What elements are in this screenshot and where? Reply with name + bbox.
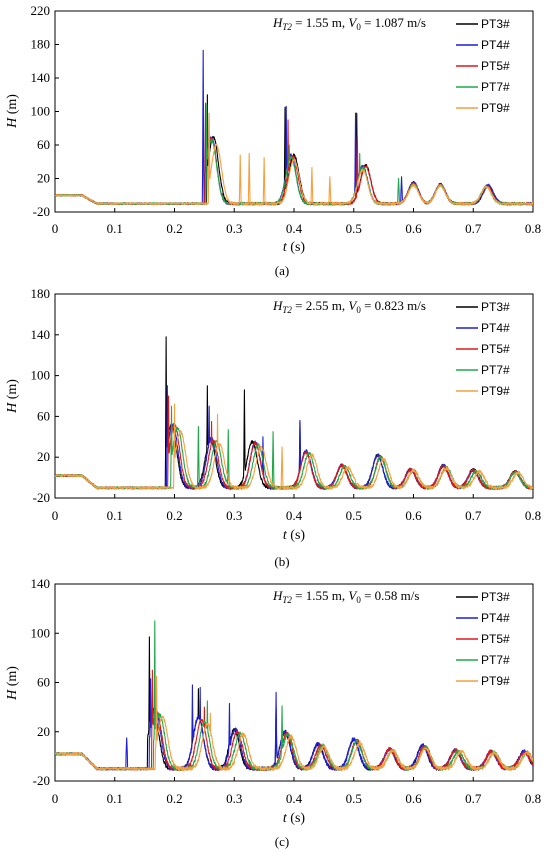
- series-line-PT3: [55, 336, 533, 490]
- x-tick-label: 0.1: [107, 791, 123, 806]
- y-tick-label: 20: [37, 171, 50, 186]
- legend-label: PT4#: [481, 38, 510, 52]
- series-line-PT3: [55, 94, 533, 206]
- y-axis-title: H (m): [5, 379, 20, 414]
- legend: PT3# PT4# PT5# PT7# PT9#: [456, 590, 510, 688]
- y-tick-label: -20: [33, 490, 50, 505]
- x-tick-label: 0.5: [346, 791, 362, 806]
- x-axis-title: t (s): [283, 240, 306, 255]
- x-tick-label: 0: [52, 508, 59, 523]
- x-tick-label: 0.5: [346, 508, 362, 523]
- x-tick-label: 0.1: [107, 508, 123, 523]
- y-tick-label: 100: [31, 368, 51, 383]
- x-tick-label: 0.2: [166, 791, 182, 806]
- series-line-PT7: [55, 405, 533, 490]
- x-axis-title: t (s): [283, 528, 306, 543]
- y-tick-label: 60: [37, 675, 50, 690]
- x-tick-label: 0.6: [405, 791, 422, 806]
- y-tick-label: 100: [31, 104, 51, 119]
- legend-label: PT5#: [481, 632, 510, 646]
- chart-panel-1: -20 20 60 100 140 180 220 0 0.1 0.2 0.3 0.4 0.5 0.6 0.…: [5, 3, 541, 278]
- legend: PT3# PT4# PT5# PT7# PT9#: [456, 17, 510, 115]
- legend-label: PT4#: [481, 321, 510, 335]
- y-tick-label: 140: [31, 70, 51, 85]
- x-axis-title: t (s): [283, 811, 306, 826]
- y-tick-label: 220: [31, 3, 51, 18]
- x-tick-label: 0.3: [226, 508, 242, 523]
- legend-label: PT5#: [481, 342, 510, 356]
- series-line-PT5: [55, 395, 533, 490]
- condition-annotation: HT2 = 1.55 m, V0 = 0.58 m/s: [272, 588, 419, 605]
- legend-label: PT7#: [481, 363, 510, 377]
- plot-frame: [54, 293, 534, 499]
- x-tick-label: 0.6: [405, 508, 422, 523]
- x-tick-label: 0.2: [166, 508, 182, 523]
- panel-caption: (a): [275, 263, 289, 278]
- y-tick-label: 20: [37, 449, 50, 464]
- series-line-PT9: [55, 675, 533, 772]
- y-tick-label: 60: [37, 137, 50, 152]
- series-line-PT9: [55, 112, 533, 206]
- chart-panel-2: -20 20 60 100 140 180 0 0.1 0.2 0.3 0.4 0.5 0.6 0.7 0.…: [5, 286, 541, 569]
- legend-label: PT7#: [481, 653, 510, 667]
- x-tick-label: 0.8: [525, 508, 541, 523]
- x-tick-label: 0.8: [525, 791, 541, 806]
- x-tick-label: 0.4: [286, 508, 303, 523]
- plot-frame: [54, 10, 534, 213]
- x-tick-label: 0.7: [465, 221, 482, 236]
- y-tick-label: 140: [31, 327, 51, 342]
- panel-caption: (c): [275, 834, 289, 849]
- x-tick-label: 0.4: [286, 221, 303, 236]
- legend-label: PT3#: [481, 300, 510, 314]
- legend: PT3# PT4# PT5# PT7# PT9#: [456, 300, 510, 398]
- y-axis-title: H (m): [5, 666, 20, 701]
- y-tick-label: 20: [37, 724, 50, 739]
- series-line-PT4: [55, 385, 533, 490]
- x-tick-label: 0.2: [166, 221, 182, 236]
- y-tick-label: -20: [33, 773, 50, 788]
- x-tick-label: 0.3: [226, 221, 242, 236]
- x-tick-label: 0: [52, 221, 59, 236]
- legend-label: PT3#: [481, 17, 510, 31]
- legend-label: PT9#: [481, 674, 510, 688]
- y-tick-label: 100: [31, 625, 51, 640]
- legend-label: PT5#: [481, 59, 510, 73]
- x-tick-label: 0.7: [465, 508, 482, 523]
- legend-label: PT9#: [481, 384, 510, 398]
- x-tick-label: 0.7: [465, 791, 482, 806]
- condition-annotation: HT2 = 1.55 m, V0 = 1.087 m/s: [272, 15, 426, 32]
- y-tick-label: -20: [33, 204, 50, 219]
- legend-label: PT3#: [481, 590, 510, 604]
- legend-label: PT4#: [481, 611, 510, 625]
- x-tick-label: 0.6: [405, 221, 422, 236]
- y-tick-label: 140: [31, 576, 51, 591]
- legend-label: PT9#: [481, 101, 510, 115]
- x-tick-label: 0.3: [226, 791, 242, 806]
- condition-annotation: HT2 = 2.55 m, V0 = 0.823 m/s: [272, 298, 426, 315]
- y-tick-label: 180: [31, 286, 51, 301]
- chart-panel-3: -20 20 60 100 140 0 0.1 0.2 0.3 0.4 0.5 0.6 0.7 0.8 t …: [5, 576, 541, 849]
- y-tick-label: 60: [37, 408, 50, 423]
- x-tick-label: 0: [52, 791, 59, 806]
- x-tick-label: 0.1: [107, 221, 123, 236]
- x-tick-label: 0.5: [346, 221, 362, 236]
- x-tick-label: 0.4: [286, 791, 303, 806]
- y-tick-label: 180: [31, 37, 51, 52]
- legend-label: PT7#: [481, 80, 510, 94]
- series-line-PT4: [55, 49, 533, 206]
- x-tick-label: 0.8: [525, 221, 541, 236]
- panel-caption: (b): [274, 554, 289, 569]
- y-axis-title: H (m): [5, 94, 20, 129]
- series-line-PT9: [55, 403, 533, 490]
